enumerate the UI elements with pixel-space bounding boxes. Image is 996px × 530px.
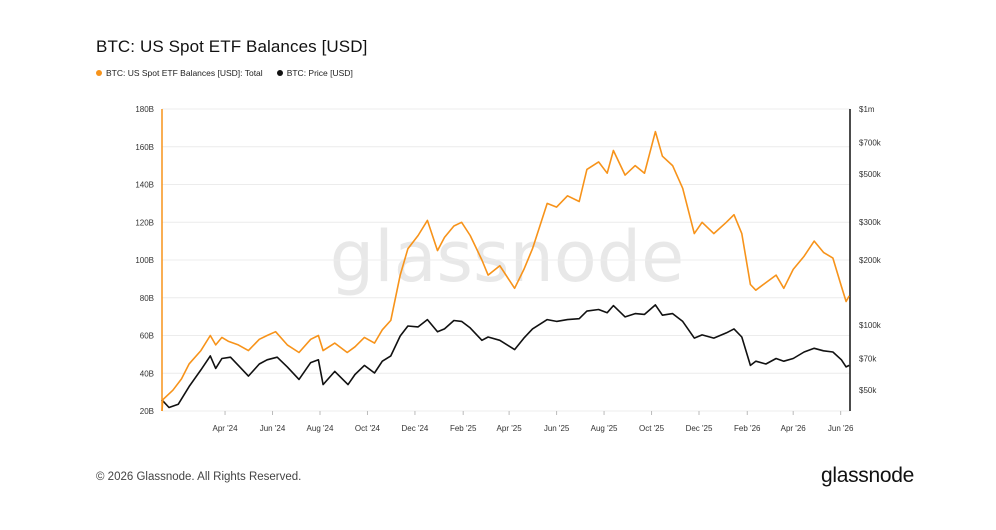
right-axis: $50k $70k $100k $200k $300k $500k $700k $1m [849,105,882,411]
legend: BTC: US Spot ETF Balances [USD]: Total B… [96,68,353,78]
right-tick-label: $300k [859,218,882,227]
price-series-line [161,304,850,409]
x-axis: Apr '24 Jun '24 Aug '24 Oct '24 Dec '24 Feb '… [212,411,854,433]
x-tick-label: Oct '25 [639,424,665,433]
right-tick-label: $700k [859,138,882,147]
left-tick-label: 40B [140,369,154,378]
right-tick-label: $1m [859,105,875,114]
x-tick-label: Dec '24 [402,424,429,433]
x-tick-label: Apr '24 [212,424,238,433]
series-lines [161,130,850,412]
right-tick-label: $50k [859,386,877,395]
x-tick-label: Dec '25 [686,424,713,433]
x-tick-label: Aug '25 [591,424,618,433]
x-tick-label: Feb '25 [450,424,477,433]
left-tick-label: 180B [135,105,154,114]
x-tick-label: Jun '26 [828,424,854,433]
x-tick-label: Apr '25 [497,424,523,433]
right-tick-label: $70k [859,354,877,363]
left-tick-label: 20B [140,407,154,416]
x-tick-label: Oct '24 [355,424,381,433]
right-tick-label: $500k [859,170,882,179]
x-tick-label: Jun '24 [260,424,286,433]
x-tick-label: Jun '25 [544,424,570,433]
legend-item-price[interactable]: BTC: Price [USD] [276,68,353,78]
left-axis: 20B 40B 60B 80B 100B 120B 140B 160B 180B [135,105,163,416]
x-tick-label: Feb '26 [734,424,761,433]
price-dot-icon [276,70,283,76]
right-tick-label: $100k [859,321,882,330]
right-tick-label: $200k [859,256,882,265]
left-tick-label: 60B [140,332,154,341]
left-tick-label: 120B [135,218,154,227]
left-tick-label: 80B [140,294,154,303]
x-tick-label: Aug '24 [307,424,334,433]
x-tick-label: Apr '26 [781,424,807,433]
watermark: glassnode [330,216,684,298]
etf-balance-series-line [161,130,850,412]
legend-item-etf[interactable]: BTC: US Spot ETF Balances [USD]: Total [96,68,263,78]
legend-label-price: BTC: Price [USD] [286,68,353,78]
left-tick-label: 140B [135,181,154,190]
chart-title: BTC: US Spot ETF Balances [USD] [96,37,368,56]
legend-label-etf: BTC: US Spot ETF Balances [USD]: Total [106,68,263,78]
copyright-text: © 2026 Glassnode. All Rights Reserved. [96,471,302,483]
left-tick-label: 160B [135,143,154,152]
glassnode-logo: glassnode [820,464,914,487]
left-tick-label: 100B [135,256,154,265]
etf-dot-icon [96,70,102,76]
grid-lines [162,108,850,412]
